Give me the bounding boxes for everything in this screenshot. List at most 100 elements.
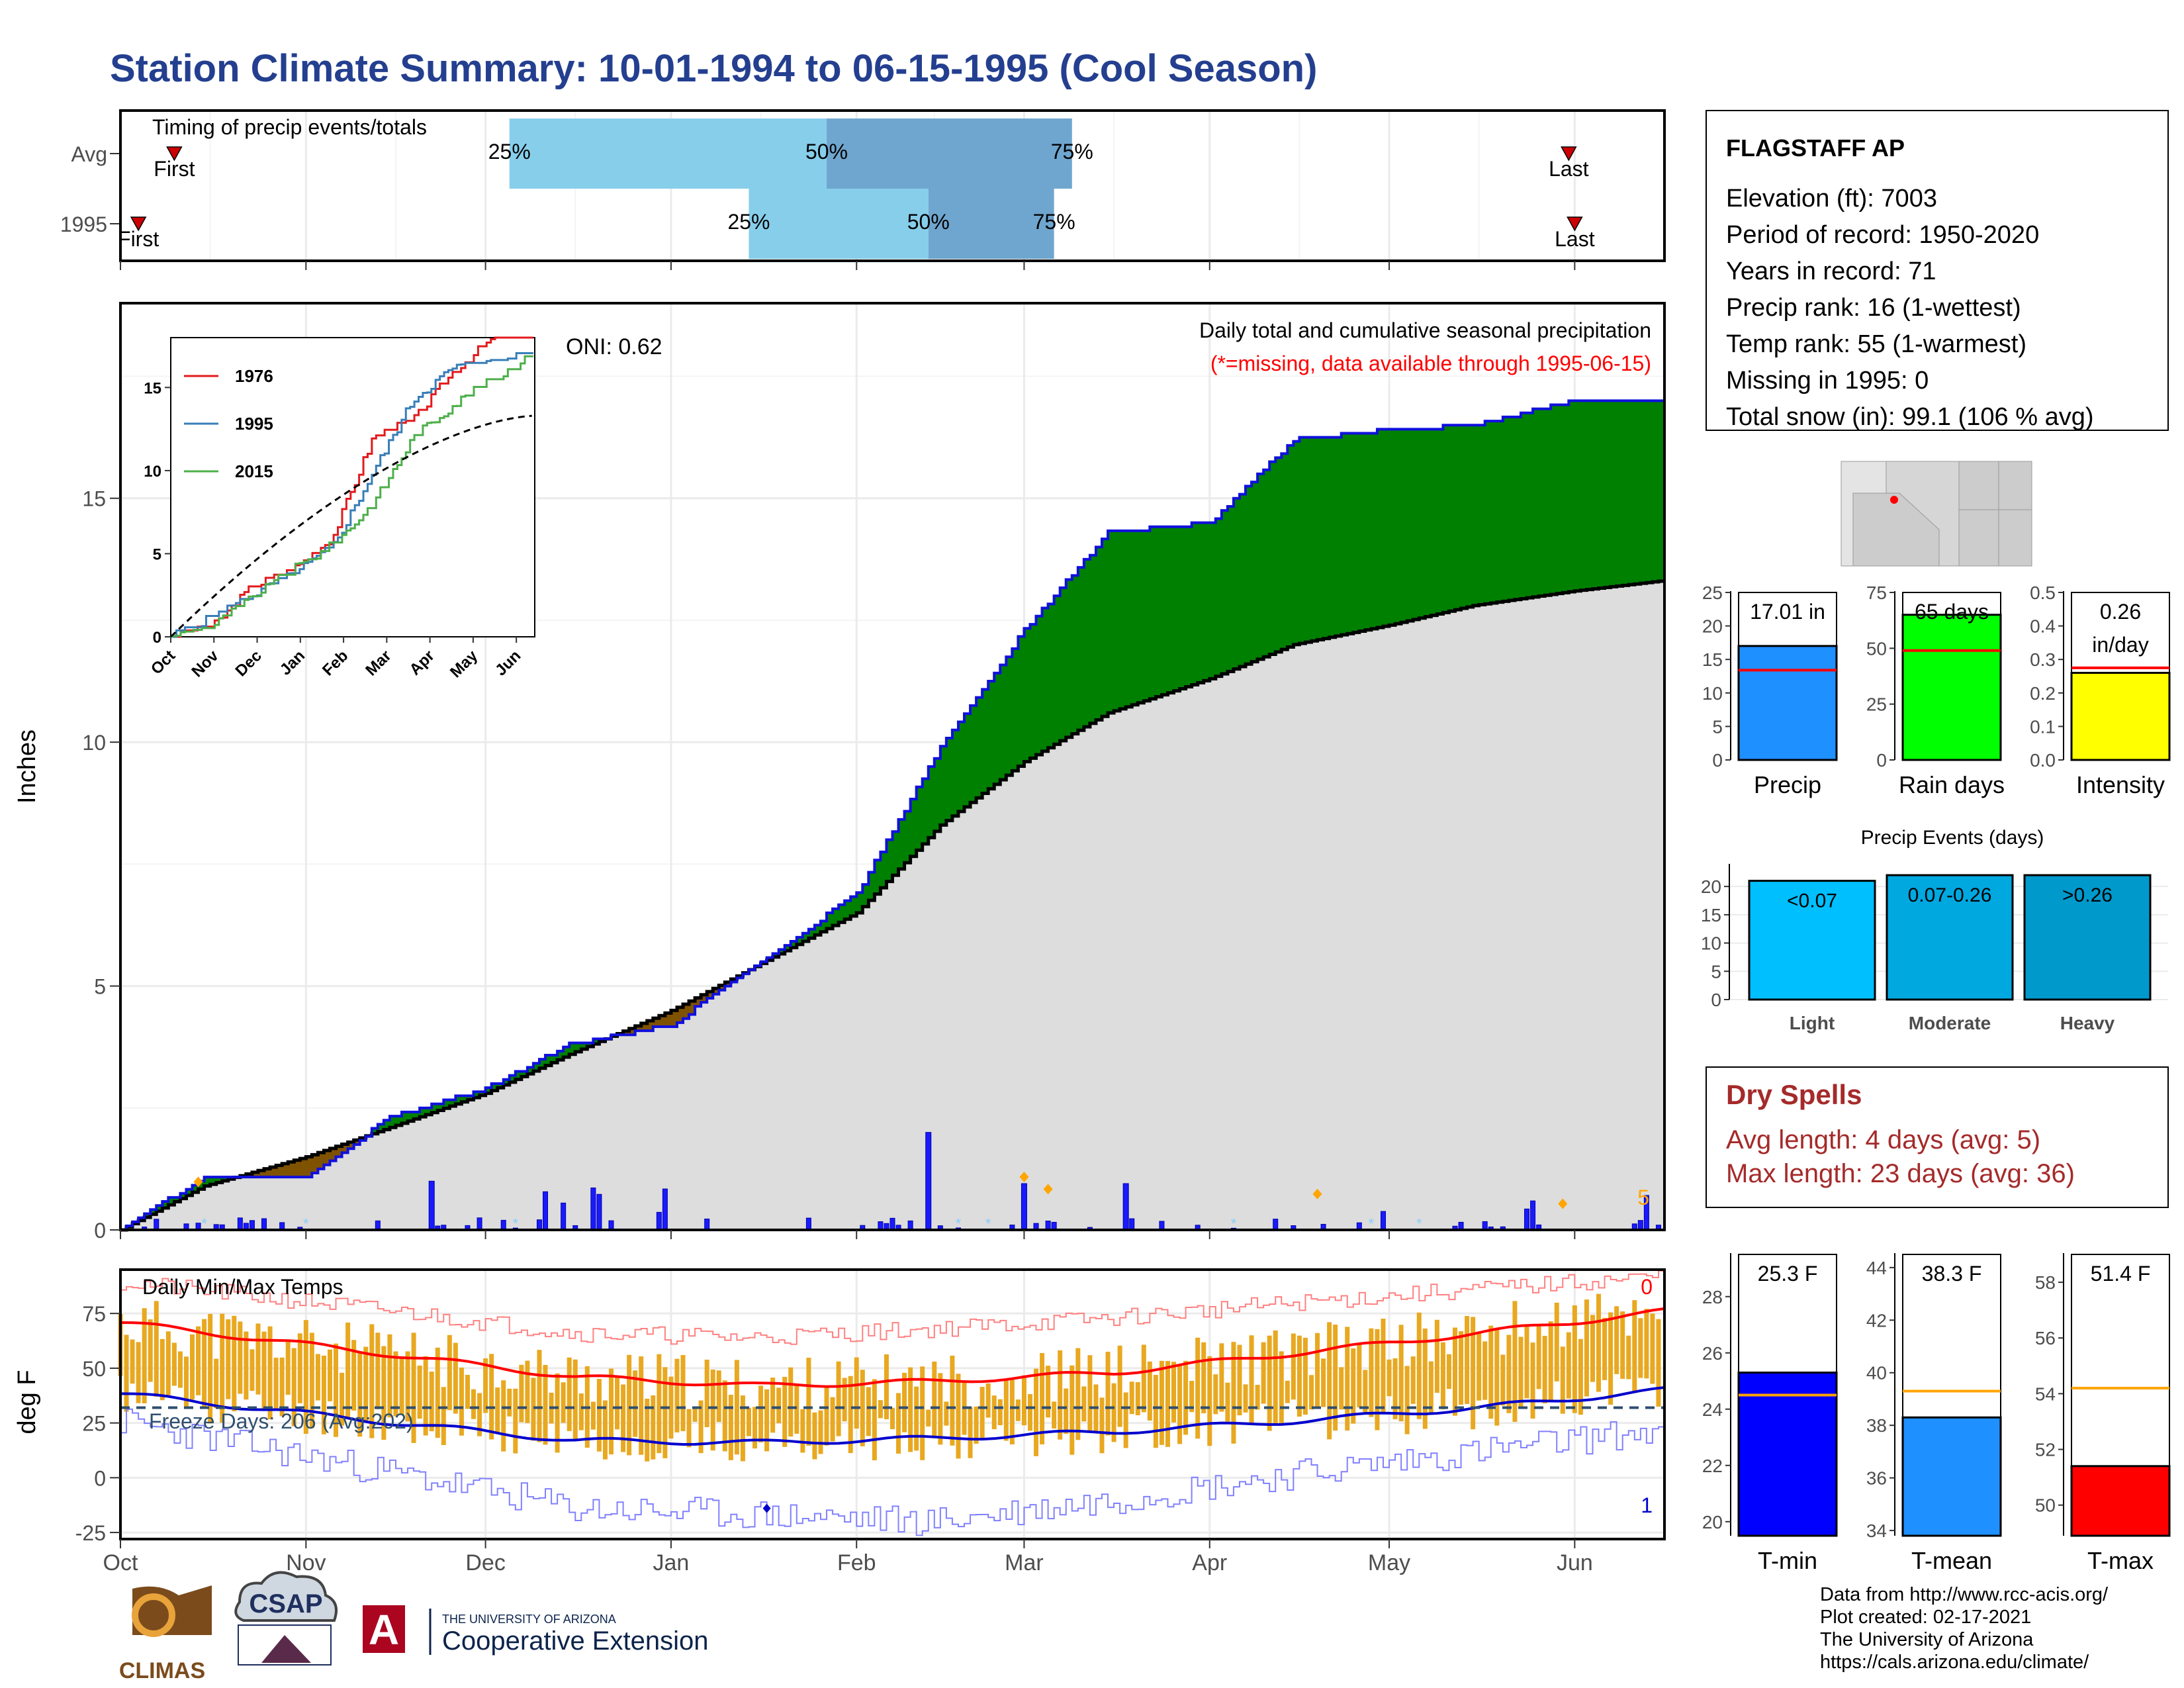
daily-precip-bar xyxy=(561,1202,567,1231)
daily-temp-bar xyxy=(1081,1386,1087,1422)
daily-temp-bar xyxy=(830,1397,835,1442)
daily-temp-bar xyxy=(459,1368,464,1436)
daily-temp-bar xyxy=(1249,1335,1254,1425)
daily-temp-bar xyxy=(657,1354,662,1454)
daily-temp-bar xyxy=(136,1342,141,1403)
daily-temp-bar xyxy=(130,1339,135,1384)
daily-temp-bar xyxy=(1165,1360,1170,1447)
month-label: Nov xyxy=(286,1550,326,1575)
daily-temp-bar xyxy=(1524,1325,1529,1399)
daily-temp-bar xyxy=(740,1395,745,1462)
csap-logo-text: CSAP xyxy=(249,1589,322,1618)
first-marker xyxy=(166,146,183,162)
daily-temp-bar xyxy=(315,1354,320,1401)
daily-temp-bar xyxy=(1195,1337,1201,1439)
daily-temp-bar xyxy=(321,1355,326,1434)
daily-precip-bar xyxy=(428,1180,435,1231)
mini-bar-value-label: 0.26 xyxy=(2100,600,2141,624)
mini-bar-ytick-label: 0 xyxy=(1876,750,1887,771)
inset-legend-label: 1995 xyxy=(235,414,273,434)
daily-temp-bar xyxy=(884,1354,889,1420)
daily-temp-bar xyxy=(1159,1360,1164,1445)
average-cumulative-line xyxy=(120,579,1664,1232)
daily-temp-bar xyxy=(417,1365,422,1419)
inset-panel xyxy=(170,337,535,637)
daily-temp-bar xyxy=(159,1338,165,1401)
station-info-line: Temp rank: 55 (1-warmest) xyxy=(1726,330,2026,358)
daily-temp-bar xyxy=(183,1356,189,1409)
daily-temp-bars xyxy=(118,1293,1661,1462)
daily-temp-bar xyxy=(1369,1328,1374,1417)
daily-temp-bar xyxy=(1644,1309,1649,1379)
timing-title: Timing of precip events/totals xyxy=(152,115,427,139)
daily-temp-bar xyxy=(531,1378,536,1441)
credit-line: Plot created: 02-17-2021 xyxy=(1820,1607,2032,1628)
daily-temp-bar xyxy=(692,1408,698,1422)
mini-bar-label: Precip xyxy=(1754,771,1821,798)
daily-temp-bar xyxy=(1075,1348,1081,1440)
daily-temp-bar xyxy=(124,1335,129,1412)
daily-temp-bar xyxy=(411,1333,416,1443)
ua-logo-subtitle: THE UNIVERSITY OF ARIZONA xyxy=(442,1613,616,1626)
temp-bar-value-label: 25.3 F xyxy=(1758,1262,1818,1286)
precip-ytick-label: 15 xyxy=(82,487,106,511)
average-cumulative-fill xyxy=(120,581,1664,1230)
daily-temp-bar xyxy=(537,1350,542,1442)
record-day-marker xyxy=(1312,1188,1322,1199)
daily-temp-bar xyxy=(154,1301,159,1397)
ua-logo-block xyxy=(363,1605,405,1653)
daily-temp-bar xyxy=(836,1361,841,1436)
daily-temp-bar xyxy=(1357,1344,1362,1408)
dry-spells-title: Dry Spells xyxy=(1726,1079,1862,1110)
daily-temp-bar xyxy=(543,1364,548,1445)
daily-temp-bar xyxy=(148,1319,153,1382)
credit-line: https://cals.arizona.edu/climate/ xyxy=(1820,1652,2089,1673)
daily-temp-bar xyxy=(1440,1342,1445,1409)
daily-temp-bar xyxy=(1255,1384,1260,1410)
precip-ytick-label: 0 xyxy=(94,1219,106,1243)
daily-temp-bar xyxy=(1494,1329,1500,1426)
daily-temp-bar xyxy=(214,1358,219,1408)
daily-temp-bar xyxy=(513,1388,518,1454)
inset-average-curve xyxy=(169,414,532,638)
precip-corner-count: 5 xyxy=(1637,1186,1649,1209)
daily-temp-bar xyxy=(1015,1399,1021,1421)
daily-precip-bar xyxy=(889,1217,895,1231)
station-info-line: Years in record: 71 xyxy=(1726,258,1936,285)
precip-events-title: Precip Events (days) xyxy=(1861,827,2044,849)
daily-temp-bar xyxy=(435,1347,440,1438)
daily-precip-bar xyxy=(1045,1221,1051,1231)
csap-cloud xyxy=(234,1571,338,1622)
daily-temp-bar xyxy=(177,1351,183,1388)
daily-temp-bar xyxy=(393,1351,398,1417)
daily-temp-bar xyxy=(1602,1317,1608,1380)
daily-temp-bar xyxy=(608,1368,614,1455)
temp-bar-ytick-label: 20 xyxy=(1702,1512,1723,1532)
mini-bar-ytick-label: 15 xyxy=(1702,649,1723,670)
mini-bar-value xyxy=(2070,671,2171,761)
daily-temp-bar xyxy=(327,1349,332,1401)
inset-legend-label: 1976 xyxy=(235,366,273,386)
daily-temp-bar xyxy=(1410,1356,1416,1404)
timing-row-label: Avg xyxy=(71,142,107,166)
station-info-line: Total snow (in): 99.1 (106 % avg) xyxy=(1726,403,2094,431)
daily-temp-bar xyxy=(1183,1360,1189,1435)
daily-temp-bar xyxy=(1333,1325,1338,1431)
daily-temp-bar xyxy=(232,1315,237,1412)
daily-precip-bar xyxy=(1273,1219,1279,1231)
month-label: Dec xyxy=(465,1550,505,1575)
month-label: Oct xyxy=(103,1550,138,1575)
daily-temp-bar xyxy=(848,1376,853,1454)
snow-marker: * xyxy=(1369,1215,1375,1232)
mini-bar-ytick-label: 0 xyxy=(1712,750,1723,771)
inset-ytick-label: 10 xyxy=(144,463,161,481)
daily-temp-bar xyxy=(938,1373,943,1445)
temp-bar-ytick-label: 58 xyxy=(2035,1272,2056,1293)
precip-events-ytick-label: 20 xyxy=(1701,876,1721,897)
daily-temp-bar xyxy=(441,1387,446,1446)
daily-temp-bar xyxy=(1147,1361,1152,1421)
daily-temp-bar xyxy=(1141,1344,1146,1413)
daily-temp-bar xyxy=(645,1398,650,1462)
daily-temp-bar xyxy=(842,1378,847,1422)
daily-temp-bar xyxy=(1656,1319,1661,1407)
